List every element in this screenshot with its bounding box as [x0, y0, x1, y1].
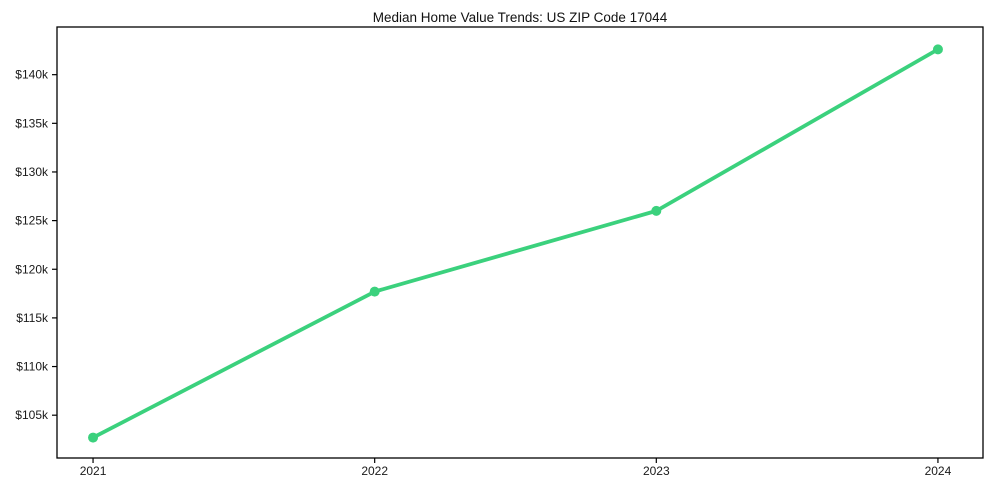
y-tick-label: $115k [16, 311, 49, 325]
y-tick-label: $120k [15, 262, 49, 276]
x-tick-label: 2024 [925, 464, 952, 478]
data-point-marker [88, 432, 99, 443]
y-tick-label: $140k [15, 68, 49, 82]
data-point-marker [932, 44, 943, 55]
trend-line [91, 47, 940, 440]
chart-title: Median Home Value Trends: US ZIP Code 17… [373, 10, 668, 25]
y-tick-label: $110k [16, 360, 49, 374]
x-tick-label: 2022 [361, 464, 388, 478]
data-point-marker [651, 205, 662, 216]
plot-frame [56, 26, 984, 459]
y-tick-label: $130k [15, 165, 49, 179]
plot-area: $105k $110k $115k $120k $125k $130k $135k $140k… [15, 26, 984, 478]
x-tick-label: 2021 [80, 464, 107, 478]
data-point-marker [369, 286, 380, 297]
x-tick-label: 2023 [643, 464, 670, 478]
y-tick-label: $135k [15, 116, 49, 130]
y-tick-label: $105k [15, 408, 49, 422]
y-tick-label: $125k [15, 214, 49, 228]
